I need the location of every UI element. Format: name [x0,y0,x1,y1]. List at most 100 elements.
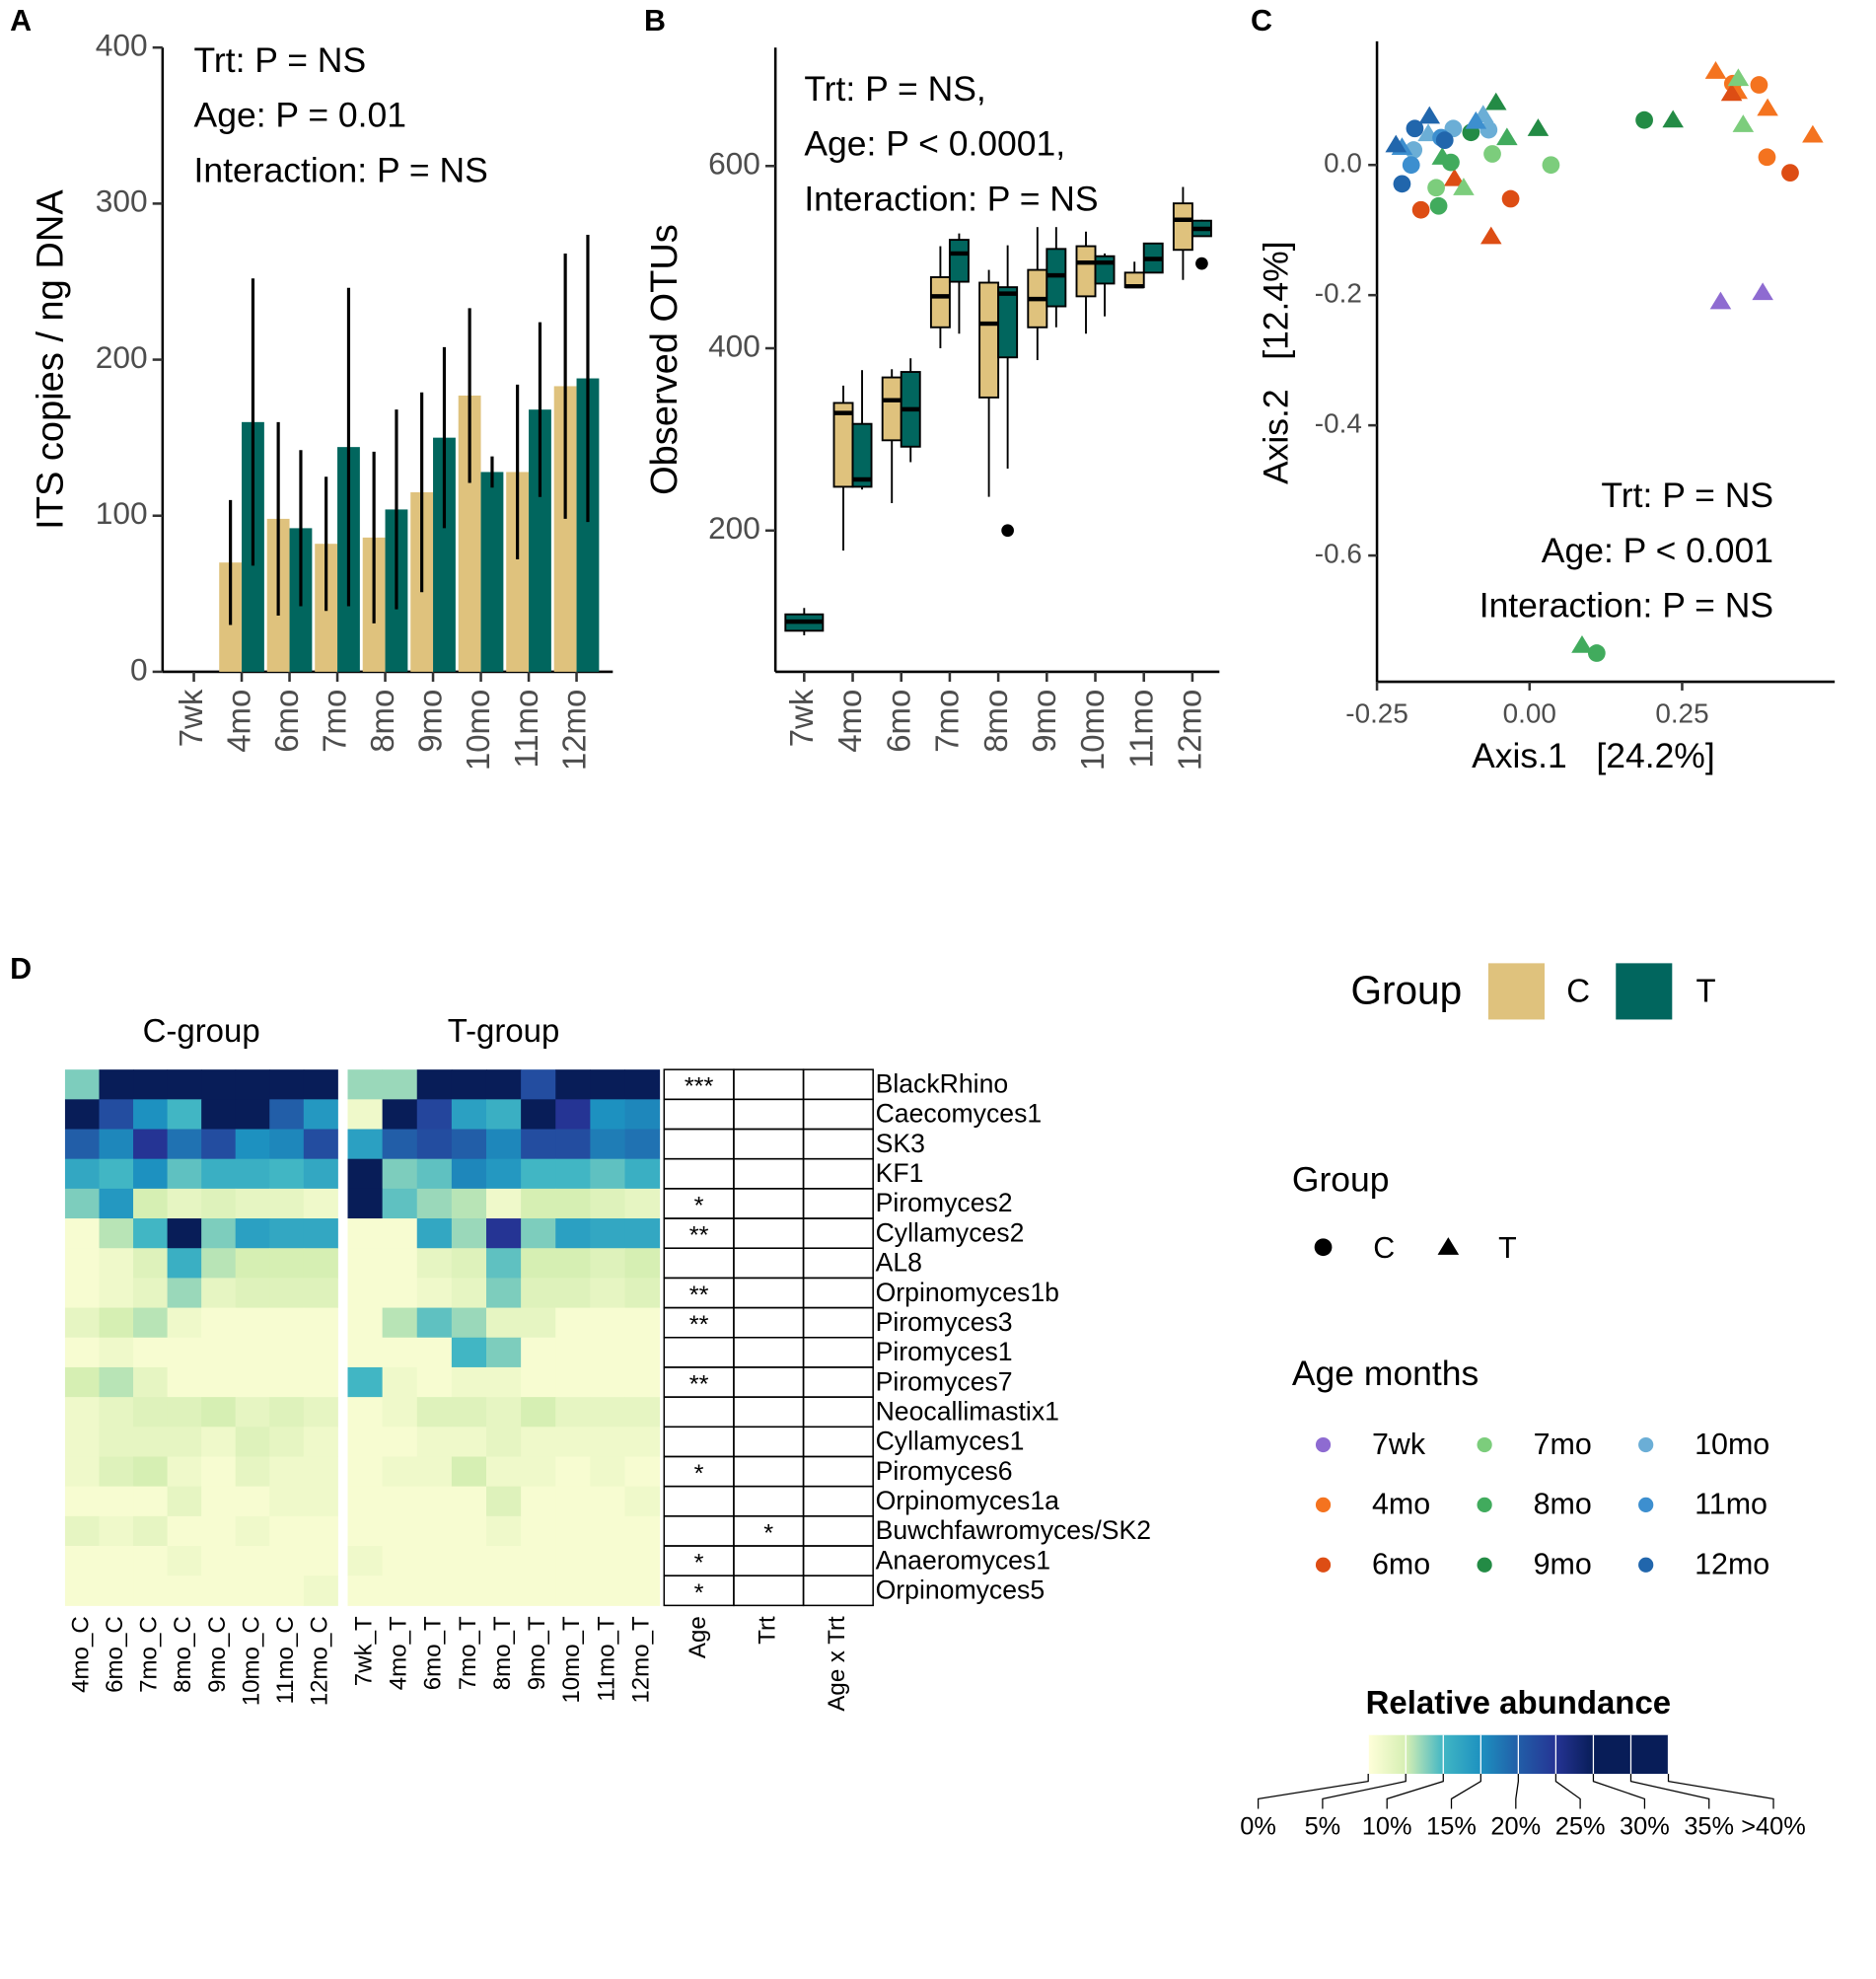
legend-title: Age months [1292,1354,1479,1393]
heatmap-cell [485,1576,522,1606]
y-axis-label: Observed OTUs [644,224,685,495]
heatmap-cell [269,1158,305,1190]
y-tick-label: 0.0 [1324,148,1362,179]
heatmap-cell [485,1188,522,1219]
heatmap-cell [99,1366,134,1398]
stat-cell [733,1068,805,1101]
heatmap-cell [416,1546,453,1576]
heatmap-cell [64,1456,100,1488]
heatmap-cell [269,1366,305,1398]
heatmap-cell [555,1188,591,1219]
heatmap-cell [485,1099,522,1131]
box [851,422,873,488]
heatmap-cell [555,1486,591,1517]
heatmap-cell [555,1158,591,1190]
heatmap-cell [382,1456,418,1488]
y-tick-label: -0.6 [1315,538,1362,568]
heatmap-cell [624,1158,661,1190]
heatmap-cell [416,1576,453,1606]
heatmap-cell [235,1129,270,1160]
stat-mark: * [694,1550,704,1577]
point [1587,644,1606,662]
heatmap-cell [269,1278,305,1309]
column-label: 9mo_C [204,1616,231,1693]
column-label: Age x Trt [824,1616,850,1712]
y-axis-label: ITS copies / ng DNA [30,189,71,530]
stat-cell [802,1247,874,1280]
stat-cell [733,1277,805,1309]
legend-swatch [1315,1497,1332,1513]
point [1542,156,1560,175]
stat-cell [802,1277,874,1309]
heatmap-cell [416,1427,453,1457]
heatmap-cell [269,1188,305,1219]
stat-cell [802,1188,874,1219]
heatmap-cell [269,1456,305,1488]
heatmap-cell [590,1546,625,1576]
x-tick-label: 7wk [783,689,820,747]
heatmap-cell [167,1337,202,1368]
row-label: Orpinomyces5 [876,1576,1046,1605]
heatmap-cell [521,1218,556,1249]
x-tick-label: 8mo [364,690,400,753]
legend-title: Group [1292,1160,1390,1200]
stat-cell [802,1128,874,1160]
column-label: 7wk_T [350,1616,377,1686]
heatmap-cell [99,1129,134,1160]
point [1704,61,1727,79]
heatmap-cell [624,1129,661,1160]
panel-label: A [10,4,32,37]
heatmap-cell [64,1248,100,1279]
heatmap-cell [235,1546,270,1576]
heatmap-cell [590,1248,625,1279]
point [1635,110,1653,129]
heatmap-cell [521,1069,556,1100]
heatmap-cell [521,1546,556,1576]
legend-swatch [1638,1436,1654,1453]
heatmap-cell [590,1158,625,1190]
stat-cell [663,1128,735,1160]
heatmap-cell [382,1129,418,1160]
heatmap-cell [590,1486,625,1517]
heatmap-cell [555,1069,591,1100]
heatmap-cell [485,1069,522,1100]
stat-cell [802,1545,874,1576]
heatmap-cell [451,1248,487,1279]
annotation: Interaction: P = NS [804,180,1098,219]
heatmap-cell [382,1248,418,1279]
heatmap-cell [382,1546,418,1576]
heatmap-cell [235,1486,270,1517]
heatmap-cell [416,1188,453,1219]
heatmap-cell [99,1158,134,1190]
heatmap-cell [624,1397,661,1428]
heatmap-cell [555,1307,591,1339]
heatmap-cell [99,1278,134,1309]
heatmap-cell [167,1278,202,1309]
x-tick-label: 11mo [1122,690,1159,769]
heatmap-cell [382,1218,418,1249]
heatmap-cell [347,1456,384,1488]
row-label: KF1 [876,1158,924,1188]
colorbar-label: 35% [1684,1812,1734,1840]
column-label: 11mo_T [593,1616,619,1702]
heatmap-cell [269,1427,305,1457]
heatmap-cell [451,1337,487,1368]
legend-swatch [1616,963,1673,1020]
point [1758,148,1776,167]
heatmap-cell [624,1218,661,1249]
group-title: T-group [448,1012,560,1049]
point [1402,156,1420,175]
heatmap-cell [590,1278,625,1309]
stat-cell [802,1217,874,1249]
row-label: Piromyces2 [876,1188,1013,1217]
stat-cell [802,1068,874,1101]
heatmap-cell [382,1427,418,1457]
heatmap-cell [303,1337,338,1368]
heatmap-cell [303,1158,338,1190]
heatmap-cell [133,1307,169,1339]
heatmap-cell [555,1456,591,1488]
heatmap-cell [201,1158,237,1190]
heatmap-cell [416,1278,453,1309]
stat-cell [733,1336,805,1368]
heatmap-cell [167,1366,202,1398]
